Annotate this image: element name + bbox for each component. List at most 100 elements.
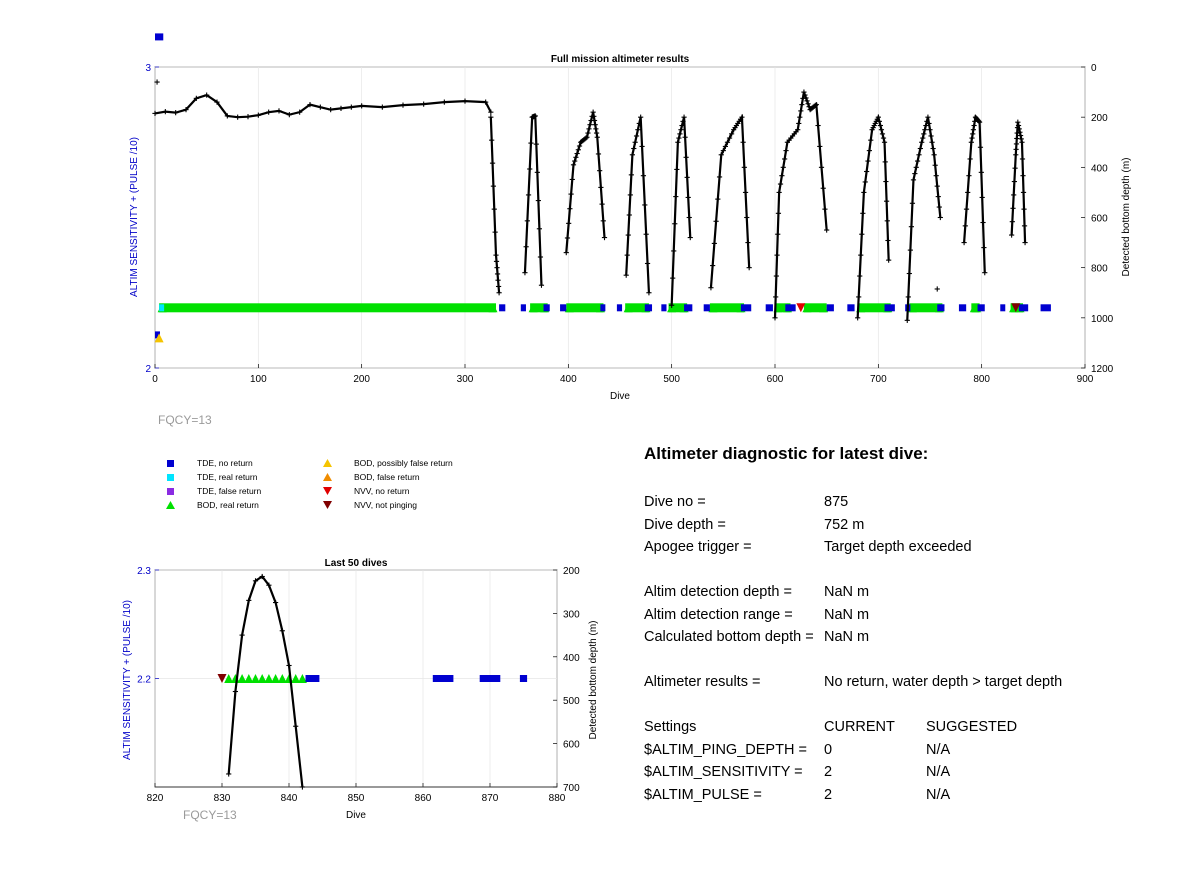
depth-point [971, 122, 977, 129]
tde-no-return-marker [520, 304, 526, 312]
depth-point [328, 107, 334, 113]
last50-chart-title: Last 50 dives [325, 558, 388, 569]
depth-point [910, 177, 917, 183]
depth-point [633, 133, 640, 139]
depth-point [776, 189, 782, 196]
bod-real-return-marker [277, 674, 287, 683]
tde-no-return-marker [644, 304, 653, 312]
depth-point [638, 114, 644, 120]
last50-marks [217, 573, 528, 790]
legend-label: BOD, false return [354, 472, 420, 482]
depth-point [796, 120, 802, 127]
diag-value: No return, water depth > target depth [824, 674, 1063, 690]
depth-point [587, 122, 593, 128]
depth-point [590, 109, 596, 115]
depth-point [801, 89, 807, 95]
y-right-tick-label: 200 [563, 566, 580, 577]
legend-label: TDE, real return [197, 472, 258, 482]
depth-point [805, 101, 811, 107]
depth-point [624, 252, 630, 258]
depth-point [204, 92, 210, 98]
depth-point [522, 270, 528, 276]
depth-point [489, 160, 496, 166]
legend-label: BOD, real return [197, 500, 259, 510]
depth-point [1019, 156, 1026, 162]
depth-outlier-point [934, 286, 940, 292]
main-chart-title: Full mission altimeter results [551, 54, 690, 65]
depth-point [813, 102, 819, 108]
depth-point [673, 193, 679, 200]
depth-point [798, 108, 804, 114]
depth-point [726, 135, 733, 141]
diag-label: Calculated bottom depth = [644, 629, 814, 645]
depth-point [1020, 173, 1026, 179]
depth-point [962, 223, 968, 229]
depth-point [926, 120, 932, 127]
depth-point [780, 164, 786, 170]
main-x-axis-label: Dive [610, 391, 630, 402]
tde-no-return-marker [432, 675, 440, 682]
setting-suggested: N/A [926, 764, 951, 780]
depth-point [632, 139, 638, 145]
depth-point [564, 235, 571, 241]
depth-point [977, 144, 984, 150]
main-fqcy-label: FQCY=13 [158, 413, 212, 427]
depth-point [1011, 192, 1017, 198]
last50-chart: Last 50 dives 820 830 840 850 860 870 880 2.2 2.… [122, 558, 599, 821]
tde-no-return-marker [884, 304, 895, 312]
depth-point [224, 113, 230, 119]
legend-item-tde-no-return: TDE, no return [165, 458, 253, 468]
tde-no-return-marker [703, 304, 710, 312]
depth-point [524, 218, 530, 224]
depth-point [817, 143, 823, 150]
depth-point [936, 204, 942, 210]
tde-no-return-marker [785, 304, 796, 312]
depth-point [919, 139, 925, 145]
depth-point [1019, 139, 1025, 145]
legend-item-bod-real-return: BOD, real return [165, 500, 259, 510]
x-tick-label: 700 [870, 374, 887, 385]
depth-point [932, 162, 938, 168]
depth-point [931, 152, 937, 158]
depth-point [317, 104, 323, 110]
bod-real-return-marker [244, 674, 254, 683]
depth-point [722, 143, 728, 150]
depth-point [595, 151, 602, 157]
depth-point [1018, 136, 1024, 142]
x-tick-label: 300 [457, 374, 474, 385]
depth-point [979, 194, 985, 201]
tde-no-return-marker [155, 33, 164, 41]
depth-point [1011, 178, 1017, 185]
depth-point [876, 118, 882, 124]
last50-ticks: 820 830 840 850 860 870 880 2.2 2.3 200 300 400 500 6… [137, 566, 580, 804]
setting-name: $ALTIM_PING_DEPTH = [644, 742, 807, 758]
x-tick-label: 900 [1077, 374, 1094, 385]
depth-point [534, 169, 540, 175]
depth-point [490, 183, 497, 189]
y-right-tick-label: 500 [563, 696, 580, 707]
nvv-not-pinging-marker [1011, 303, 1021, 313]
depth-point [775, 231, 781, 237]
depth-point [934, 183, 940, 189]
depth-point [773, 294, 779, 300]
depth-point [981, 245, 987, 251]
depth-point [963, 206, 970, 212]
depth-point [495, 283, 502, 290]
bod-real-return-marker [251, 674, 260, 683]
bod-real-return-marker [264, 674, 274, 683]
tde-no-return-marker [167, 460, 174, 467]
depth-point [710, 262, 716, 269]
diag-label: Altimeter results = [644, 674, 761, 690]
depth-point [226, 771, 232, 777]
bod-real-return-segment [159, 303, 496, 313]
depth-point [824, 227, 830, 233]
main-marks [152, 33, 1051, 343]
x-tick-label: 200 [353, 374, 370, 385]
setting-name: $ALTIM_PULSE = [644, 787, 762, 803]
depth-point [183, 107, 189, 113]
legend-item-bod-false-return: BOD, false return [322, 472, 420, 482]
depth-point [885, 237, 891, 244]
depth-point [715, 196, 721, 202]
depth-point [214, 99, 220, 105]
depth-point [573, 154, 579, 160]
